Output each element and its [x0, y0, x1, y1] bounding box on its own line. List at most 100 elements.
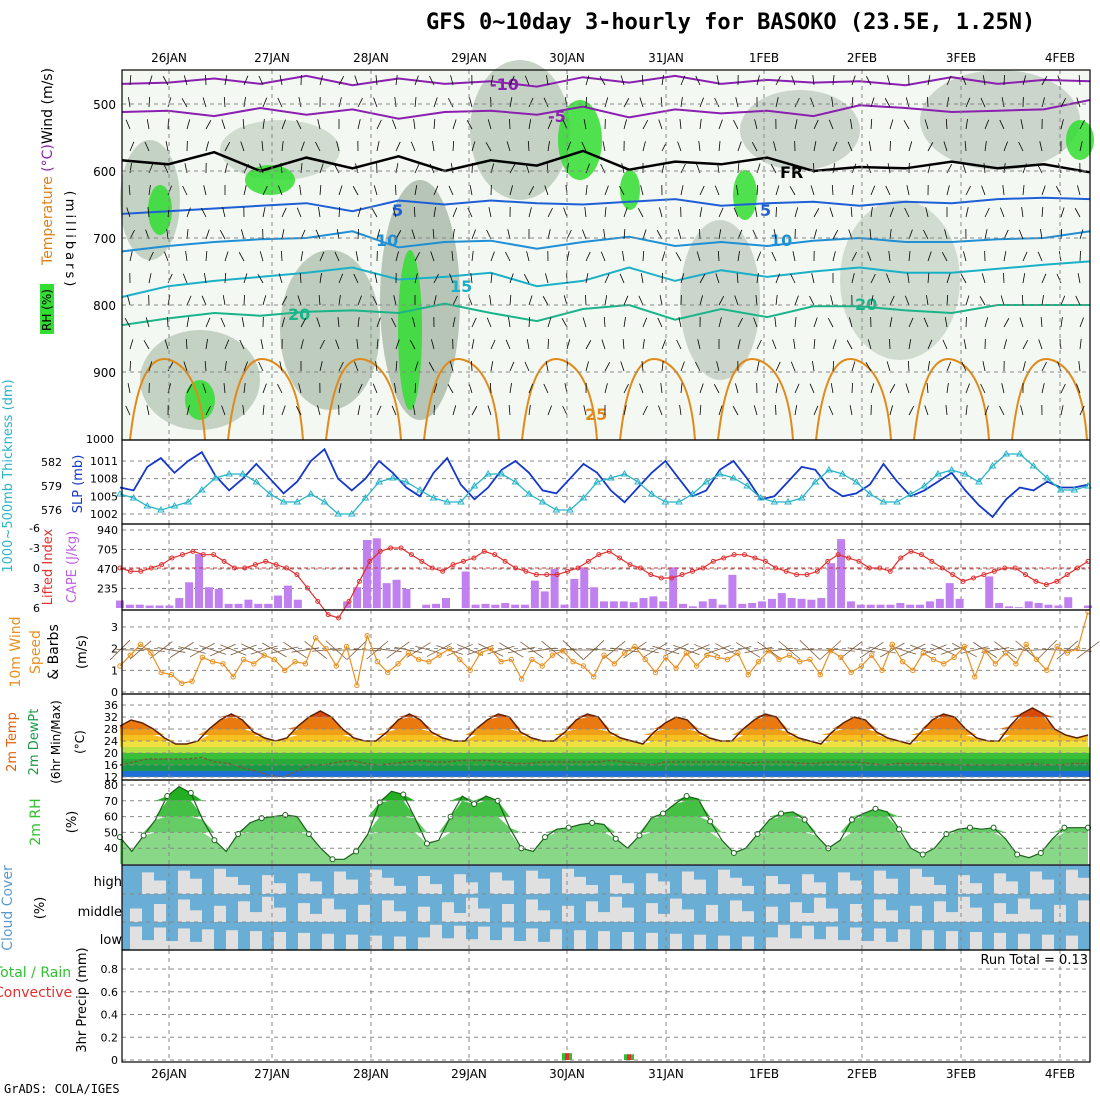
- wind-barb: [926, 295, 929, 306]
- cloud-cell: [502, 904, 514, 922]
- bottom-date-label: 30JAN: [549, 1067, 585, 1081]
- contour-label: 5: [392, 201, 403, 220]
- y-tick-top: 1000: [86, 433, 114, 446]
- wind-barb: [810, 97, 815, 108]
- li-marker: [200, 552, 206, 558]
- wind-barb: [543, 383, 549, 394]
- wind-barb: [335, 339, 340, 350]
- cloud-cell: [322, 933, 334, 950]
- series-marker: [129, 494, 138, 501]
- cloud-cell: [958, 875, 970, 894]
- wind-barb: [999, 119, 1005, 130]
- wind-barb: [205, 120, 212, 130]
- wind-barb: [903, 120, 910, 130]
- wind-barb: [889, 119, 894, 130]
- wind-barb: [129, 141, 135, 152]
- wind-barb: [622, 339, 625, 350]
- wind-barb: [186, 383, 193, 394]
- wind-barb: [394, 383, 397, 394]
- cape-bar: [372, 538, 381, 608]
- wind-barb: [1060, 119, 1064, 130]
- series-marker: [893, 498, 902, 505]
- wind-barb: [391, 405, 397, 416]
- rh-marker: [187, 789, 194, 796]
- y-tick: 3: [111, 621, 118, 634]
- cape-bar: [846, 601, 855, 608]
- wind-barb: [680, 163, 686, 174]
- cape-bar: [945, 583, 954, 608]
- cloud-cell: [262, 875, 274, 894]
- wind-barb: [718, 229, 722, 240]
- wind-barb: [984, 207, 990, 218]
- cloud-cell: [142, 940, 154, 950]
- wind-barb: [865, 362, 872, 372]
- series-marker: [743, 482, 752, 489]
- li-marker: [419, 558, 425, 564]
- wind-barb: [832, 141, 838, 152]
- cape-bar: [204, 587, 213, 608]
- temp-contour: [121, 260, 1091, 298]
- cape-bar: [1034, 603, 1043, 608]
- cloud-cell: [562, 905, 574, 922]
- wind-barb: [262, 207, 266, 218]
- rh-marker: [872, 805, 879, 812]
- wind-barb: [147, 207, 150, 218]
- wind-speed-marker: [601, 652, 607, 658]
- y-tick-right: 705: [97, 544, 118, 557]
- cape-bar: [560, 604, 569, 608]
- cape-bar: [1004, 606, 1013, 608]
- wind-barb: [186, 229, 189, 240]
- wind-barb: [357, 207, 362, 218]
- cloud-cell: [274, 907, 286, 922]
- wind-barb: [487, 119, 492, 130]
- wind-speed-marker: [642, 656, 648, 663]
- top-date-label: 30JAN: [549, 51, 585, 65]
- wind-barb: [414, 97, 417, 108]
- wind-barb: [430, 251, 435, 262]
- wind-barb: [243, 185, 247, 196]
- cloud-cell: [1006, 913, 1018, 922]
- series-marker: [252, 478, 261, 485]
- wind-barb: [319, 75, 323, 86]
- li-marker: [846, 555, 852, 561]
- li-marker: [1033, 578, 1039, 584]
- series-line: [119, 447, 1089, 519]
- wind-barb: [718, 295, 725, 306]
- wind-barb: [1003, 229, 1009, 240]
- wind-barb: [467, 207, 473, 218]
- wind-speed-marker: [1002, 650, 1009, 656]
- wind-barb: [129, 339, 134, 350]
- wind-speed-marker: [467, 667, 473, 674]
- li-marker: [1054, 578, 1060, 584]
- wind-barb: [201, 295, 207, 306]
- wind-barb: [697, 339, 701, 350]
- rh-marker: [636, 832, 643, 839]
- rh-marker: [589, 819, 596, 826]
- wind-barb: [695, 361, 701, 372]
- wind-speed-marker: [477, 650, 484, 656]
- y-tick: 28: [104, 723, 118, 736]
- cloud-cell: [430, 924, 442, 950]
- wind-barb: [944, 229, 948, 240]
- cloud-cell: [1030, 909, 1042, 922]
- wind-barb: [794, 97, 800, 108]
- wind-barb: [262, 119, 265, 130]
- cloud-cell: [994, 873, 1006, 894]
- cloud-cell: [862, 941, 874, 950]
- wind-barb: [148, 273, 152, 284]
- wind-barb: [283, 641, 307, 659]
- temp-band: [122, 765, 1090, 771]
- panel-frame: [121, 439, 1091, 525]
- wind-barb: [673, 644, 700, 656]
- y-tick-right: 940: [97, 524, 118, 537]
- li-marker: [502, 558, 508, 564]
- temp-contour-25: [129, 358, 206, 441]
- wind-speed-marker: [714, 654, 720, 661]
- wind-barb: [280, 163, 283, 174]
- wind-barb: [809, 295, 815, 306]
- cloud-cell: [238, 885, 250, 894]
- rh-high-shading: [620, 170, 640, 210]
- wind-barb: [338, 206, 341, 218]
- cape-bar: [185, 582, 194, 608]
- wind-barb: [409, 339, 416, 350]
